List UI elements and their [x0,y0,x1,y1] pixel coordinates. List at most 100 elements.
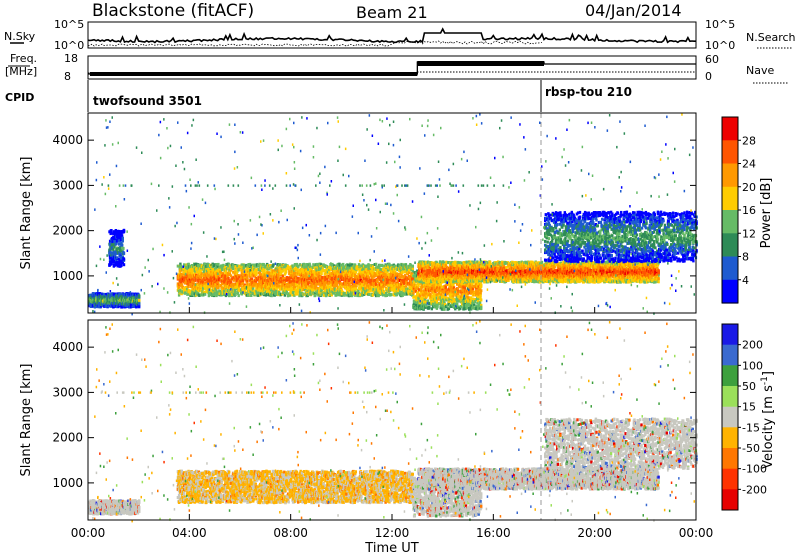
noise-panel: N.Sky 10^5 10^0 10^5 10^0 N.Search [4,18,796,52]
heatmap-cell [267,267,270,271]
heatmap-cell [103,298,107,302]
heatmap-cell [334,284,337,288]
heatmap-cell [333,273,337,277]
heatmap-cell [210,270,213,274]
heatmap-cell [119,295,123,299]
heatmap-cell [328,266,331,270]
heatmap-cell [329,287,333,291]
heatmap-cell [443,307,446,311]
heatmap-cell [283,280,287,284]
heatmap-cell [258,281,261,285]
heatmap-cell [376,278,379,282]
heatmap-cell [113,264,116,267]
heatmap-cell [288,287,291,291]
heatmap-cell [219,284,223,288]
heatmap-cell [354,267,357,271]
heatmap-cell [259,270,262,274]
heatmap-cell [364,264,368,268]
heatmap-cell [370,279,373,283]
heatmap-cell [217,286,220,290]
heatmap-cell [114,253,117,257]
heatmap-cell [401,270,404,274]
heatmap-cell [286,267,289,271]
heatmap-cell [234,286,237,289]
heatmap-cell [263,270,266,274]
heatmap-cell [215,267,218,271]
heatmap-cell [331,289,334,293]
heatmap-cell [271,269,275,273]
heatmap-cell [108,260,112,264]
heatmap-cell [342,262,345,266]
noise-panel-frame [87,21,697,49]
heatmap-cell [411,264,414,268]
heatmap-cell [272,273,275,277]
heatmap-cell [277,277,280,280]
heatmap-cell [378,293,382,296]
heatmap-cell [271,284,274,288]
heatmap-cell [318,282,321,286]
heatmap-cell [385,281,389,285]
heatmap-cell [352,285,355,288]
heatmap-cell [183,264,186,268]
heatmap-cell [374,262,378,266]
heatmap-cell [362,267,365,271]
heatmap-cell [263,276,266,280]
heatmap-cell [360,269,363,273]
heatmap-cell [114,229,117,232]
station-title: Blackstone (fitACF) [92,1,254,21]
heatmap-cell [199,287,202,291]
heatmap-cell [122,228,126,232]
heatmap-cell [233,278,236,282]
heatmap-cell [260,279,264,283]
heatmap-cell [354,287,357,291]
heatmap-cell [138,302,141,306]
heatmap-cell [203,268,207,272]
heatmap-cell [248,274,252,278]
heatmap-cell [300,291,304,295]
heatmap-cell [373,263,376,266]
heatmap-cell [288,276,292,280]
heatmap-cell [283,290,286,294]
heatmap-cell [121,260,124,264]
heatmap-cell [281,291,285,294]
heatmap-cell [317,273,320,277]
heatmap-cell [378,265,381,269]
heatmap-cell [361,293,364,297]
heatmap-cell [312,288,315,292]
heatmap-cell [270,294,273,298]
heatmap-cell [295,271,298,275]
heatmap-cell [235,279,238,283]
heatmap-cell [233,290,237,294]
heatmap-cell [111,240,114,244]
heatmap-cell [314,290,318,294]
heatmap-cell [355,281,359,285]
heatmap-cell [361,284,364,288]
heatmap-cell [259,273,262,277]
heatmap-cell [276,284,279,288]
heatmap-cell [342,268,345,272]
heatmap-cell [367,293,371,296]
heatmap-cell [327,281,330,285]
heatmap-cell [287,292,290,296]
heatmap-cell [381,268,385,271]
heatmap-cell [366,281,369,285]
heatmap-cell [114,300,117,304]
heatmap-cell [302,288,306,292]
heatmap-cell [183,281,186,285]
cpid-panel: CPID twofsound 3501 rbsp-tou 210 [5,80,632,112]
heatmap-cell [126,293,129,296]
heatmap-cell [88,299,91,303]
heatmap-cell [243,265,247,269]
heatmap-cell [308,290,311,294]
heatmap-cell [331,277,334,281]
heatmap-cell [189,273,192,277]
heatmap-cell [296,269,299,273]
heatmap-cell [380,273,383,276]
heatmap-cell [329,280,333,283]
heatmap-cell [119,259,122,263]
heatmap-cell [205,269,209,273]
heatmap-cell [222,289,226,293]
heatmap-cell [191,267,195,271]
heatmap-cell [296,267,299,271]
heatmap-cell [195,270,199,274]
